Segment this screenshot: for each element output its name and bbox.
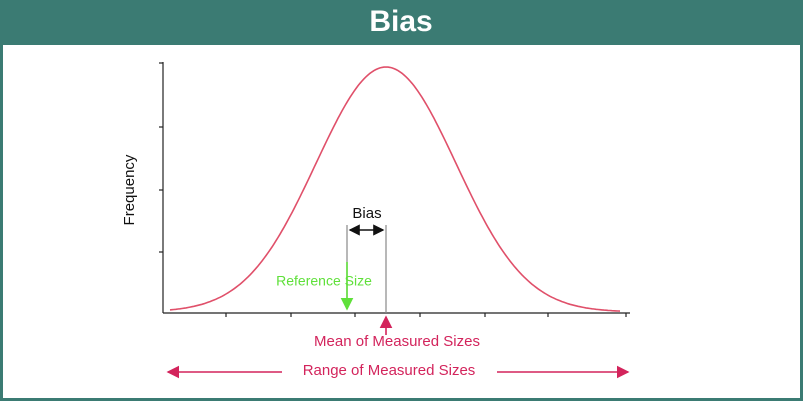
bell-curve [169,66,621,312]
header-title: Bias [369,5,432,38]
mean-label: Mean of Measured Sizes [314,333,480,350]
range-label: Range of Measured Sizes [303,362,476,379]
axes [159,62,630,317]
bias-label: Bias [352,205,381,222]
content-area [3,45,800,398]
reference-label: Reference Size [276,273,372,289]
y-axis-label: Frequency [121,154,138,225]
